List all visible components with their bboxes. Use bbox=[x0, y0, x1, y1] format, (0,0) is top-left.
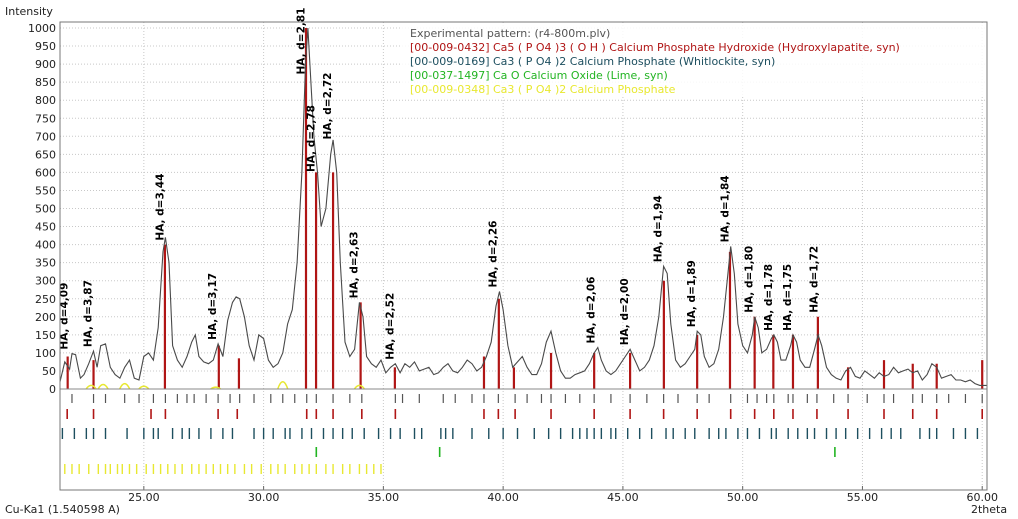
plot-frame bbox=[59, 21, 988, 491]
peak-label: HA, d=3,87 bbox=[83, 280, 95, 347]
y-tick-label: 700 bbox=[35, 130, 56, 143]
ha-reference-sticks bbox=[66, 28, 984, 390]
y-tick-label: 250 bbox=[35, 293, 56, 306]
x-axis-label: 2theta bbox=[971, 503, 1007, 516]
peak-label: HA, d=2,26 bbox=[487, 221, 499, 288]
x-tick-labels: 25.00 30.00 35.00 40.00 45.00 50.00 55.00 60.00 bbox=[128, 486, 998, 504]
y-tick-label: 850 bbox=[35, 76, 56, 89]
peak-label: HA, d=2,81 bbox=[296, 8, 308, 75]
peak-annotations: HA, d=4,09 HA, d=3,87 HA, d=3,44 HA, d=3,17… bbox=[59, 8, 821, 360]
y-tick-label: 400 bbox=[35, 239, 56, 252]
grid-lines bbox=[60, 22, 987, 490]
x-tick-label: 35.00 bbox=[368, 491, 400, 504]
peak-label: HA, d=1,84 bbox=[720, 175, 732, 242]
y-tick-label: 650 bbox=[35, 148, 56, 161]
peak-label: HA, d=1,78 bbox=[763, 264, 775, 331]
y-tick-label: 100 bbox=[35, 347, 56, 360]
peak-label: HA, d=1,80 bbox=[744, 246, 756, 313]
peak-label: HA, d=1,94 bbox=[653, 195, 665, 262]
ca3po4-bump bbox=[138, 385, 150, 390]
y-tick-label: 950 bbox=[35, 40, 56, 53]
y-tick-label: 0 bbox=[49, 383, 56, 396]
ca3po4-bump bbox=[85, 384, 97, 390]
x-tick-label: 45.00 bbox=[607, 491, 639, 504]
y-tick-label: 550 bbox=[35, 184, 56, 197]
y-tick-label: 900 bbox=[35, 58, 56, 71]
ca3po4-bump bbox=[277, 381, 289, 390]
legend-box bbox=[402, 25, 987, 97]
x-tick-label: 55.00 bbox=[847, 491, 879, 504]
y-tick-label: 300 bbox=[35, 275, 56, 288]
y-tick-label: 50 bbox=[42, 365, 56, 378]
ca3po4-bump bbox=[210, 386, 222, 390]
x-tick-label: 40.00 bbox=[487, 491, 519, 504]
x-tick-label: 50.00 bbox=[727, 491, 759, 504]
peak-label: HA, d=2,78 bbox=[305, 105, 317, 172]
peak-label: HA, d=4,09 bbox=[59, 283, 71, 350]
ca3po4-bump bbox=[118, 382, 131, 390]
ca3po4-bump bbox=[353, 384, 366, 390]
legend-entry: [00-009-0169] Ca3 ( P O4 )2 Calcium Phos… bbox=[410, 55, 775, 68]
peak-label: HA, d=2,00 bbox=[619, 278, 631, 345]
y-tick-label: 800 bbox=[35, 94, 56, 107]
y-tick-label: 600 bbox=[35, 166, 56, 179]
peak-label: HA, d=2,72 bbox=[322, 73, 334, 140]
peak-label: HA, d=3,44 bbox=[154, 174, 166, 241]
y-axis-label: Intensity bbox=[5, 5, 53, 18]
peak-label: HA, d=2,63 bbox=[348, 231, 360, 298]
reference-ticks-hydroxylapatite-rows bbox=[61, 394, 984, 474]
x-tick-label: 25.00 bbox=[128, 491, 160, 504]
y-tick-labels: 0 50 100 150 200 250 300 350 400 450 500 550 600 650 7… bbox=[28, 22, 56, 396]
peak-label: HA, d=2,06 bbox=[586, 277, 598, 344]
peak-label: HA, d=3,17 bbox=[207, 273, 219, 340]
legend-entry: [00-009-0348] Ca3 ( P O4 )2 Calcium Phos… bbox=[410, 83, 676, 96]
legend: Experimental pattern: (r4-800m.plv)[00-0… bbox=[402, 25, 987, 97]
experimental-pattern-line bbox=[59, 27, 987, 386]
y-tick-label: 350 bbox=[35, 257, 56, 270]
peak-label: HA, d=1,75 bbox=[782, 264, 794, 331]
radiation-source-label: Cu-Ka1 (1.540598 A) bbox=[5, 503, 120, 516]
diffraction-pattern bbox=[59, 27, 987, 390]
peak-label: HA, d=1,89 bbox=[686, 260, 698, 327]
y-tick-label: 750 bbox=[35, 112, 56, 125]
y-tick-label: 150 bbox=[35, 329, 56, 342]
peak-label: HA, d=2,52 bbox=[384, 293, 396, 360]
y-tick-label: 1000 bbox=[28, 22, 56, 35]
legend-entry: Experimental pattern: (r4-800m.plv) bbox=[410, 27, 610, 40]
y-tick-label: 200 bbox=[35, 311, 56, 324]
y-tick-label: 450 bbox=[35, 221, 56, 234]
x-tick-label: 30.00 bbox=[248, 491, 280, 504]
ca3po4-bump bbox=[97, 383, 109, 390]
legend-entry: [00-009-0432] Ca5 ( P O4 )3 ( O H ) Calc… bbox=[410, 41, 900, 54]
legend-entry: [00-037-1497] Ca O Calcium Oxide (Lime, … bbox=[410, 69, 668, 82]
x-tick-label: 60.00 bbox=[966, 491, 998, 504]
peak-label: HA, d=1,72 bbox=[808, 246, 820, 313]
y-tick-label: 500 bbox=[35, 203, 56, 216]
